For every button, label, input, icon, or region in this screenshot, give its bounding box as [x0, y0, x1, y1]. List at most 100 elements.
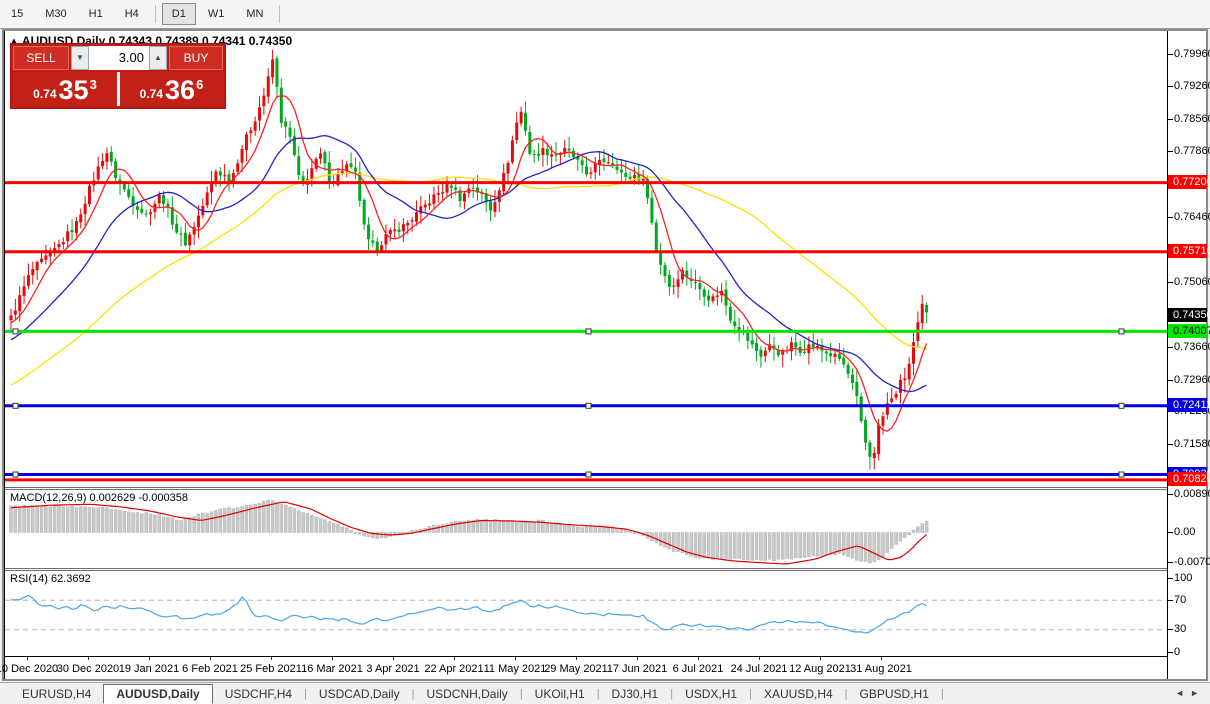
pane-splitter-macd[interactable] — [5, 487, 1168, 490]
chart-tab-usdx-h1[interactable]: USDX,H1 — [685, 686, 738, 701]
timeframe-button-mn[interactable]: MN — [246, 8, 264, 20]
main-price-pane[interactable]: ▲ AUDUSD,Daily 0.74343 0.74389 0.74341 0.… — [5, 31, 1168, 487]
date-tick — [881, 657, 882, 660]
chart-tab-eurusd-h4[interactable]: EURUSD,H4 — [22, 686, 92, 701]
date-label: 3 Apr 2021 — [366, 663, 420, 675]
line-handle — [585, 328, 592, 335]
date-tick — [332, 657, 333, 660]
axis-label: 0 — [1174, 646, 1181, 658]
timeframe-button-h4[interactable]: H4 — [124, 8, 139, 20]
axis-label: 30 — [1174, 623, 1187, 635]
axis-tick — [1168, 347, 1173, 348]
date-label: 16 Mar 2021 — [301, 663, 363, 675]
axis-tick — [1168, 629, 1173, 630]
volume-input[interactable]: 3.00 — [89, 46, 149, 70]
axis-tick — [1168, 380, 1173, 381]
axis-label: 100 — [1174, 572, 1193, 584]
axis-tick — [1168, 494, 1173, 495]
chart-tab-audusd-daily[interactable]: AUDUSD,Daily — [103, 683, 213, 704]
price-tag-0.77200: 0.77200 — [1168, 175, 1210, 189]
chart-tab-usdcad-daily[interactable]: USDCAD,Daily — [318, 686, 400, 701]
axis-tick — [1168, 652, 1173, 653]
chart-tab-bar: EURUSD,H4 AUDUSD,Daily USDCHF,H4 | USDCAD,Da… — [0, 682, 1210, 704]
tab-separator: | — [940, 687, 944, 700]
price-tag-0.75716: 0.75716 — [1168, 244, 1210, 258]
date-label: 29 May 2021 — [544, 663, 608, 675]
moving-average-mid — [10, 134, 927, 393]
axis-label: -0.007013 — [1174, 556, 1210, 568]
symbol-triangle-icon: ▲ — [10, 36, 18, 45]
tab-separator: | — [519, 687, 523, 700]
date-label: 24 Jul 2021 — [730, 663, 788, 675]
sell-price-sup: 3 — [89, 77, 97, 92]
toolbar-separator — [154, 5, 156, 23]
chart-tab-dj30-h1[interactable]: DJ30,H1 — [611, 686, 659, 701]
volume-up-button[interactable]: ▲ — [149, 46, 167, 70]
date-tick — [515, 657, 516, 660]
axis-label: 0.76460 — [1174, 211, 1210, 223]
date-tick — [27, 657, 28, 660]
date-label: 19 Jan 2021 — [118, 663, 180, 675]
axis-tick — [1168, 54, 1173, 55]
buy-price-display[interactable]: 0.74 36 6 — [120, 72, 223, 106]
sell-price-small: 0.74 — [33, 87, 57, 101]
date-tick — [149, 657, 150, 660]
date-tick — [698, 657, 699, 660]
chart-tab-usdchf-h4[interactable]: USDCHF,H4 — [224, 686, 293, 701]
chart-tab-xauusd-h4[interactable]: XAUUSD,H4 — [763, 686, 833, 701]
tab-scroll-left-icon[interactable]: ◄ — [1175, 688, 1191, 698]
line-handle — [585, 471, 592, 478]
axis-label: 0.73660 — [1174, 341, 1210, 353]
spinner-down-icon: ▼ — [76, 53, 84, 62]
timeframe-button-d1[interactable]: D1 — [161, 3, 196, 25]
axis-tick — [1168, 119, 1173, 120]
date-label: 31 Aug 2021 — [850, 663, 912, 675]
axis-label: 0.00 — [1174, 526, 1196, 538]
date-tick — [576, 657, 577, 660]
timeframe-button-m30[interactable]: M30 — [45, 8, 67, 20]
date-label: 6 Feb 2021 — [182, 663, 238, 675]
chart-tab-usdcnh-daily[interactable]: USDCNH,Daily — [426, 686, 508, 701]
volume-down-button[interactable]: ▼ — [71, 46, 89, 70]
buy-button[interactable]: BUY — [169, 46, 223, 70]
date-tick — [88, 657, 89, 660]
timeframe-toolbar: 15 M30 H1 H4 D1 W1 MN — [0, 0, 1210, 29]
rsi-label: RSI(14) 62.3692 — [10, 573, 91, 585]
price-axis[interactable]: 0.79960 0.79260 0.78560 0.77860 0.76460 0.750… — [1167, 31, 1210, 679]
axis-label: 70 — [1174, 594, 1187, 606]
date-axis[interactable]: 10 Dec 2020 30 Dec 2020 19 Jan 2021 6 Feb 2… — [0, 656, 1168, 679]
chart-tab-gbpusd-h1[interactable]: GBPUSD,H1 — [859, 686, 929, 701]
line-handle — [12, 402, 19, 409]
tab-scroll-arrows[interactable]: ◄► — [1175, 688, 1205, 698]
date-label: 30 Dec 2020 — [56, 663, 120, 675]
tab-scroll-right-icon[interactable]: ► — [1190, 688, 1205, 698]
axis-label: 0.79960 — [1174, 48, 1210, 60]
sell-price-display[interactable]: 0.74 35 3 — [13, 72, 117, 106]
timeframe-button-15[interactable]: 15 — [11, 8, 24, 20]
axis-tick — [1168, 578, 1173, 579]
macd-signal-line — [10, 501, 927, 565]
axis-tick — [1168, 151, 1173, 152]
chart-tab-ukoil-h1[interactable]: UKOil,H1 — [534, 686, 585, 701]
date-label: 17 Jun 2021 — [606, 663, 668, 675]
price-tag-0.74350: 0.74350 — [1168, 308, 1210, 322]
line-handle — [12, 471, 19, 478]
timeframe-button-h1[interactable]: H1 — [88, 8, 103, 20]
timeframe-button-w1[interactable]: W1 — [207, 8, 225, 20]
line-handle — [1118, 402, 1125, 409]
axis-label: 0.72960 — [1174, 374, 1210, 386]
date-tick — [271, 657, 272, 660]
axis-tick — [1168, 444, 1173, 445]
rsi-pane[interactable]: RSI(14) 62.3692 — [5, 571, 1168, 656]
axis-label: 0.008904 — [1174, 488, 1210, 500]
date-tick — [759, 657, 760, 660]
pane-splitter-rsi[interactable] — [5, 568, 1168, 571]
sell-button[interactable]: SELL — [13, 46, 69, 70]
macd-pane[interactable]: MACD(12,26,9) 0.002629 -0.000358 — [5, 490, 1168, 568]
date-label: 25 Feb 2021 — [240, 663, 302, 675]
one-click-trade-panel: SELL ▼ 3.00 ▲ BUY 0.74 35 3 0.74 36 6 — [11, 44, 225, 108]
rsi-line — [10, 594, 927, 634]
line-handle — [585, 402, 592, 409]
date-tick — [820, 657, 821, 660]
date-tick — [637, 657, 638, 660]
